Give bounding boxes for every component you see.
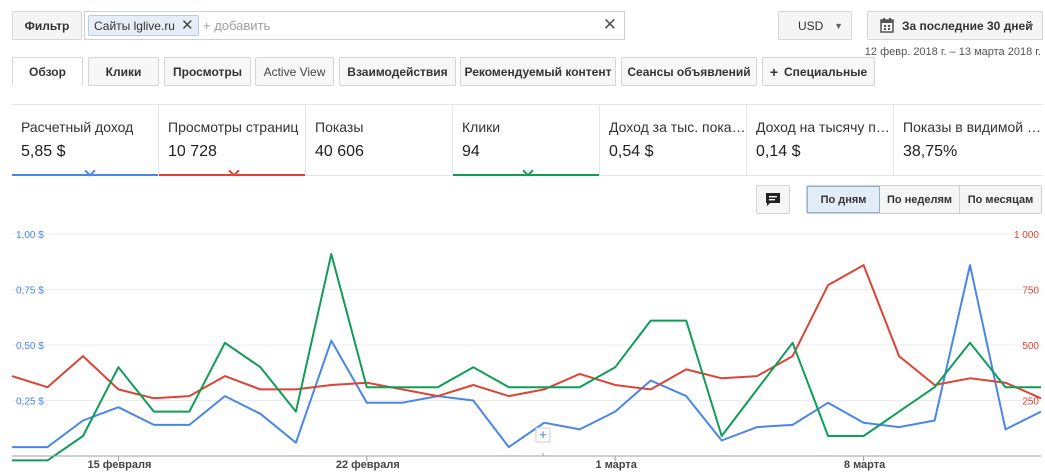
tab-label: Обзор — [29, 64, 66, 79]
metric-label: Клики — [462, 119, 501, 135]
metric-label: Просмотры страниц — [168, 119, 299, 135]
metric-value: 40 606 — [315, 143, 364, 160]
plus-icon: + — [769, 63, 778, 80]
currency-value: USD — [798, 18, 824, 33]
tab-label: Рекомендуемый контент — [464, 64, 612, 79]
tab-clicks[interactable]: Клики — [88, 57, 159, 86]
comment-icon — [766, 192, 780, 206]
right-axis-tick-label: 500 — [1022, 341, 1039, 352]
date-range-text: 12 февр. 2018 г. – 13 марта 2018 г. — [864, 46, 1041, 58]
x-axis-tick-label: 8 марта — [844, 459, 886, 471]
tab-overview[interactable]: Обзор — [12, 57, 83, 86]
metric-card-pageviews[interactable]: Просмотры страниц 10 728 — [159, 105, 306, 177]
metric-card-revenue[interactable]: Расчетный доход 5,85 $ — [12, 105, 159, 177]
metric-indicator-bar — [12, 174, 158, 176]
filter-button-label: Фильтр — [24, 18, 70, 33]
metric-label: Доход на тысячу п… — [756, 119, 890, 135]
granularity-weekly-button[interactable]: По неделям — [880, 186, 960, 213]
granularity-daily-button[interactable]: По дням — [807, 186, 880, 213]
add-annotation-icon — [535, 427, 551, 443]
metric-value: 0,54 $ — [609, 143, 654, 160]
metric-card-rpm-pageviews[interactable]: Доход на тысячу п… 0,14 $ — [747, 105, 894, 176]
x-axis-tick-label: 22 февраля — [336, 459, 400, 471]
metric-cards: Расчетный доход 5,85 $ Просмотры страниц… — [12, 104, 1043, 177]
series-line — [12, 264, 1042, 449]
x-axis-tick-label: 1 марта — [596, 459, 638, 471]
x-axis-tick-label: 15 февраля — [87, 459, 151, 471]
annotation-button[interactable] — [756, 185, 790, 214]
metric-value: 94 — [462, 143, 480, 160]
tab-label: Active View — [263, 64, 326, 79]
chevron-down-icon: ▼ — [834, 21, 843, 31]
metric-label: Показы в видимой … — [903, 119, 1041, 135]
tab-views[interactable]: Просмотры — [164, 57, 251, 86]
filter-input-box[interactable]: Сайты lglive.ru ✕ + добавить ✕ — [84, 11, 625, 40]
metric-value: 10 728 — [168, 143, 217, 160]
metric-label: Показы — [315, 119, 364, 135]
metric-card-viewable-impressions[interactable]: Показы в видимой … 38,75% — [894, 105, 1043, 176]
filter-chip-label: Сайты lglive.ru — [94, 18, 175, 33]
metric-label: Расчетный доход — [21, 119, 134, 135]
period-select[interactable]: За последние 30 дней ▼ — [867, 11, 1043, 40]
metric-value: 0,14 $ — [756, 143, 801, 160]
series-line — [12, 253, 1041, 462]
chevron-down-icon: ▼ — [1026, 21, 1035, 31]
metric-card-impressions[interactable]: Показы 40 606 — [306, 105, 453, 176]
left-axis-tick-label: 0,75 $ — [16, 286, 44, 297]
calendar-icon — [880, 18, 894, 33]
tab-label: Специальные — [784, 64, 868, 79]
tab-ad-sessions[interactable]: Сеансы объявлений — [621, 57, 757, 86]
left-axis-tick-label: 1,00 $ — [16, 230, 44, 241]
right-axis-tick-label: 1 000 — [1014, 230, 1039, 241]
metric-card-clicks[interactable]: Клики 94 — [453, 105, 600, 177]
tab-recommended-content[interactable]: Рекомендуемый контент — [460, 57, 616, 86]
left-axis-tick-label: 0,50 $ — [16, 341, 44, 352]
tab-active-view[interactable]: Active View — [255, 57, 334, 86]
tab-label: Просмотры — [172, 64, 242, 79]
metric-card-rpm-impressions[interactable]: Доход за тыс. пока… 0,54 $ — [600, 105, 747, 176]
close-icon[interactable]: ✕ — [180, 17, 194, 34]
plus-icon: + — [539, 427, 547, 442]
filter-button[interactable]: Фильтр — [12, 11, 82, 40]
right-axis-tick-label: 250 — [1022, 397, 1039, 408]
tab-label: Клики — [105, 64, 142, 79]
line-chart: 1,00 $ 1 000 0,75 $ 750 0,50 $ 500 0,25 $ 250 1… — [11, 230, 1042, 471]
tab-interactions[interactable]: Взаимодействия — [339, 57, 456, 86]
metric-value: 38,75% — [903, 143, 958, 160]
right-axis-tick-label: 750 — [1022, 286, 1039, 297]
granularity-monthly-button[interactable]: По месяцам — [960, 186, 1041, 213]
series-line — [11, 264, 1042, 400]
metric-label: Доход за тыс. пока… — [609, 119, 746, 135]
tab-label: Взаимодействия — [347, 64, 448, 79]
clear-icon[interactable]: ✕ — [602, 15, 617, 34]
add-filter-input[interactable]: + добавить — [203, 18, 271, 33]
granularity-toggle: По дням По неделям По месяцам — [806, 185, 1042, 214]
tab-label: Сеансы объявлений — [627, 64, 751, 79]
filter-chip[interactable]: Сайты lglive.ru ✕ — [88, 15, 199, 36]
period-label: За последние 30 дней — [902, 18, 1033, 33]
metric-value: 5,85 $ — [21, 143, 66, 160]
tab-custom[interactable]: + Специальные — [762, 57, 875, 86]
left-axis-tick-label: 0,25 $ — [16, 397, 44, 408]
currency-select[interactable]: USD ▼ — [778, 11, 852, 40]
